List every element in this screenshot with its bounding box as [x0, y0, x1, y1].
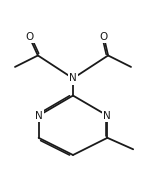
Text: N: N: [104, 111, 111, 121]
Text: O: O: [25, 32, 33, 42]
Text: N: N: [35, 111, 42, 121]
Text: O: O: [100, 32, 108, 42]
Text: N: N: [69, 73, 77, 83]
